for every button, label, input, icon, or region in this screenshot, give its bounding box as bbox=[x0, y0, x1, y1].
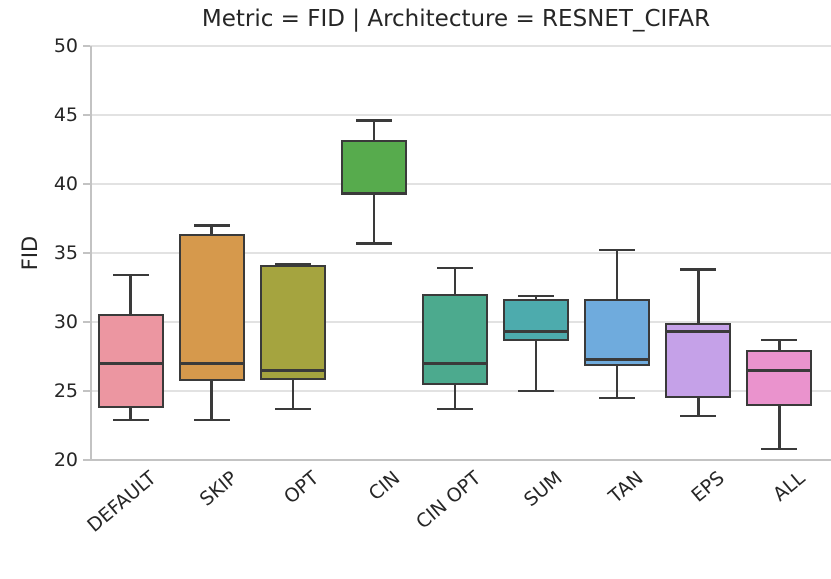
x-tick-label: DEFAULT bbox=[83, 467, 161, 537]
whisker-cap-top-ALL bbox=[761, 338, 798, 342]
y-tick-mark bbox=[83, 252, 90, 254]
y-tick-mark bbox=[83, 390, 90, 392]
box-TAN bbox=[584, 298, 651, 367]
y-tick-mark bbox=[83, 45, 90, 47]
whisker-upper-CIN bbox=[372, 120, 376, 140]
whisker-cap-bottom-SKIP bbox=[193, 418, 230, 422]
whisker-lower-CIN bbox=[372, 193, 376, 244]
x-tick-label: TAN bbox=[604, 467, 648, 508]
whisker-upper-CIN OPT bbox=[453, 268, 457, 295]
gridline bbox=[90, 114, 831, 116]
gridline bbox=[90, 390, 831, 392]
box-CIN bbox=[340, 139, 407, 194]
median-line-OPT bbox=[259, 369, 326, 372]
whisker-cap-bottom-CIN OPT bbox=[437, 407, 473, 411]
whisker-cap-bottom-CIN bbox=[355, 242, 392, 245]
y-tick-label: 45 bbox=[53, 104, 78, 126]
whisker-cap-top-TAN bbox=[599, 248, 636, 252]
whisker-upper-DEFAULT bbox=[129, 275, 132, 314]
median-line-TAN bbox=[584, 358, 651, 361]
x-tick-label: SKIP bbox=[195, 467, 242, 511]
whisker-upper-SUM bbox=[534, 295, 538, 299]
gridline bbox=[90, 183, 831, 185]
box-OPT bbox=[259, 265, 326, 380]
y-tick-mark bbox=[83, 459, 90, 461]
x-tick-label: CIN OPT bbox=[411, 467, 486, 534]
x-tick-label: EPS bbox=[687, 467, 729, 507]
whisker-lower-EPS bbox=[697, 397, 700, 416]
box-ALL bbox=[746, 349, 813, 407]
y-tick-label: 35 bbox=[53, 242, 78, 264]
whisker-upper-ALL bbox=[778, 339, 781, 350]
whisker-cap-bottom-TAN bbox=[599, 396, 636, 400]
whisker-upper-SKIP bbox=[210, 225, 213, 234]
gridline bbox=[90, 252, 831, 254]
y-tick-label: 25 bbox=[53, 380, 78, 402]
y-tick-mark bbox=[83, 114, 90, 116]
y-tick-mark bbox=[83, 183, 90, 185]
whisker-cap-bottom-DEFAULT bbox=[112, 418, 149, 422]
box-CIN OPT bbox=[422, 294, 488, 386]
whisker-cap-top-CIN OPT bbox=[437, 266, 473, 270]
x-tick-label: SUM bbox=[519, 467, 567, 512]
median-line-SKIP bbox=[178, 362, 245, 365]
whisker-cap-top-CIN bbox=[355, 119, 392, 122]
whisker-cap-bottom-EPS bbox=[680, 414, 717, 418]
y-tick-label: 40 bbox=[53, 173, 78, 195]
gridline bbox=[90, 45, 831, 47]
whisker-cap-top-SUM bbox=[518, 294, 555, 298]
x-tick-label: OPT bbox=[279, 467, 323, 509]
whisker-lower-ALL bbox=[778, 406, 781, 449]
whisker-cap-top-EPS bbox=[680, 268, 717, 271]
whisker-upper-TAN bbox=[615, 250, 619, 299]
box-EPS bbox=[665, 323, 732, 398]
whisker-lower-SKIP bbox=[210, 381, 213, 420]
median-line-DEFAULT bbox=[97, 362, 164, 365]
median-line-CIN bbox=[340, 192, 407, 195]
whisker-lower-DEFAULT bbox=[129, 407, 132, 420]
x-axis-spine bbox=[90, 459, 831, 461]
whisker-cap-bottom-OPT bbox=[274, 407, 311, 411]
median-line-EPS bbox=[665, 330, 732, 333]
whisker-cap-top-DEFAULT bbox=[112, 273, 149, 277]
median-line-ALL bbox=[746, 369, 813, 372]
median-line-CIN OPT bbox=[422, 362, 488, 365]
whisker-cap-bottom-ALL bbox=[761, 447, 798, 451]
y-tick-label: 20 bbox=[53, 449, 78, 471]
median-line-SUM bbox=[503, 330, 570, 333]
whisker-cap-bottom-SUM bbox=[518, 389, 555, 393]
x-tick-label: CIN bbox=[364, 467, 405, 506]
whisker-cap-top-OPT bbox=[274, 262, 311, 266]
y-tick-label: 50 bbox=[53, 35, 78, 57]
y-axis-spine bbox=[90, 46, 92, 460]
y-tick-mark bbox=[83, 321, 90, 323]
whisker-cap-top-SKIP bbox=[193, 224, 230, 227]
chart-title: Metric = FID | Architecture = RESNET_CIF… bbox=[201, 6, 711, 32]
whisker-lower-SUM bbox=[534, 341, 538, 391]
whisker-lower-TAN bbox=[615, 366, 619, 398]
y-tick-label: 30 bbox=[53, 311, 78, 333]
x-tick-label: ALL bbox=[769, 467, 810, 506]
box-SUM bbox=[503, 298, 570, 342]
whisker-lower-OPT bbox=[291, 379, 295, 409]
box-SKIP bbox=[178, 233, 245, 382]
whisker-lower-CIN OPT bbox=[453, 385, 457, 409]
box-DEFAULT bbox=[97, 313, 164, 408]
whisker-upper-EPS bbox=[697, 269, 700, 324]
